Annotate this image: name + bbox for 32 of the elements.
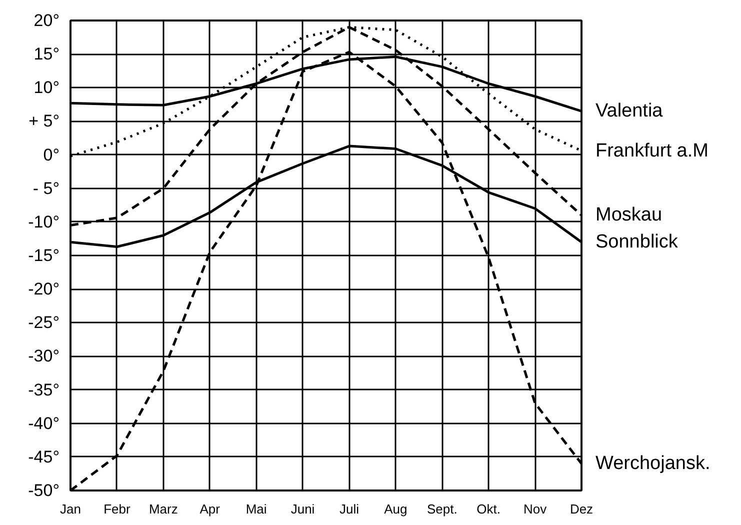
x-tick-label: Jan [60,502,81,516]
series-label: Valentia [596,100,664,122]
x-tick-label: Okt. [476,502,501,516]
series-label: Werchojansk. [596,453,710,474]
x-tick-label: Marz [148,502,178,516]
series-label: Frankfurt a.M [596,140,708,162]
x-tick-label: Febr [104,502,131,516]
y-tick-label: -10° [28,212,60,232]
y-tick-label: -30° [28,346,60,366]
y-tick-label: -20° [28,280,60,299]
x-tick-label: Dez [570,502,594,516]
x-tick-label: Apr [200,502,221,516]
series-label: Sonnblick [596,232,678,253]
y-tick-label: 0° [43,145,60,164]
y-tick-label: -45° [28,447,60,466]
y-tick-label: -15° [28,246,60,265]
y-tick-label: 10° [34,78,60,98]
series-label: Moskau [596,204,662,226]
x-tick-label: Mai [246,502,267,516]
x-tick-label: Sept. [426,502,458,516]
y-tick-label: -50° [28,481,60,500]
y-tick-label: -25° [28,313,60,332]
y-tick-label: -40° [28,414,60,433]
y-tick-label: - 5° [32,178,60,198]
y-tick-label: -35° [28,380,60,400]
x-tick-label: Aug [384,502,408,516]
x-tick-label: Juli [339,502,360,516]
x-tick-label: Juni [290,502,315,516]
y-tick-label: 20° [34,11,60,30]
x-tick-label: Nov [523,502,548,516]
y-tick-label: + 5° [28,112,60,131]
y-tick-label: 15° [34,44,60,64]
